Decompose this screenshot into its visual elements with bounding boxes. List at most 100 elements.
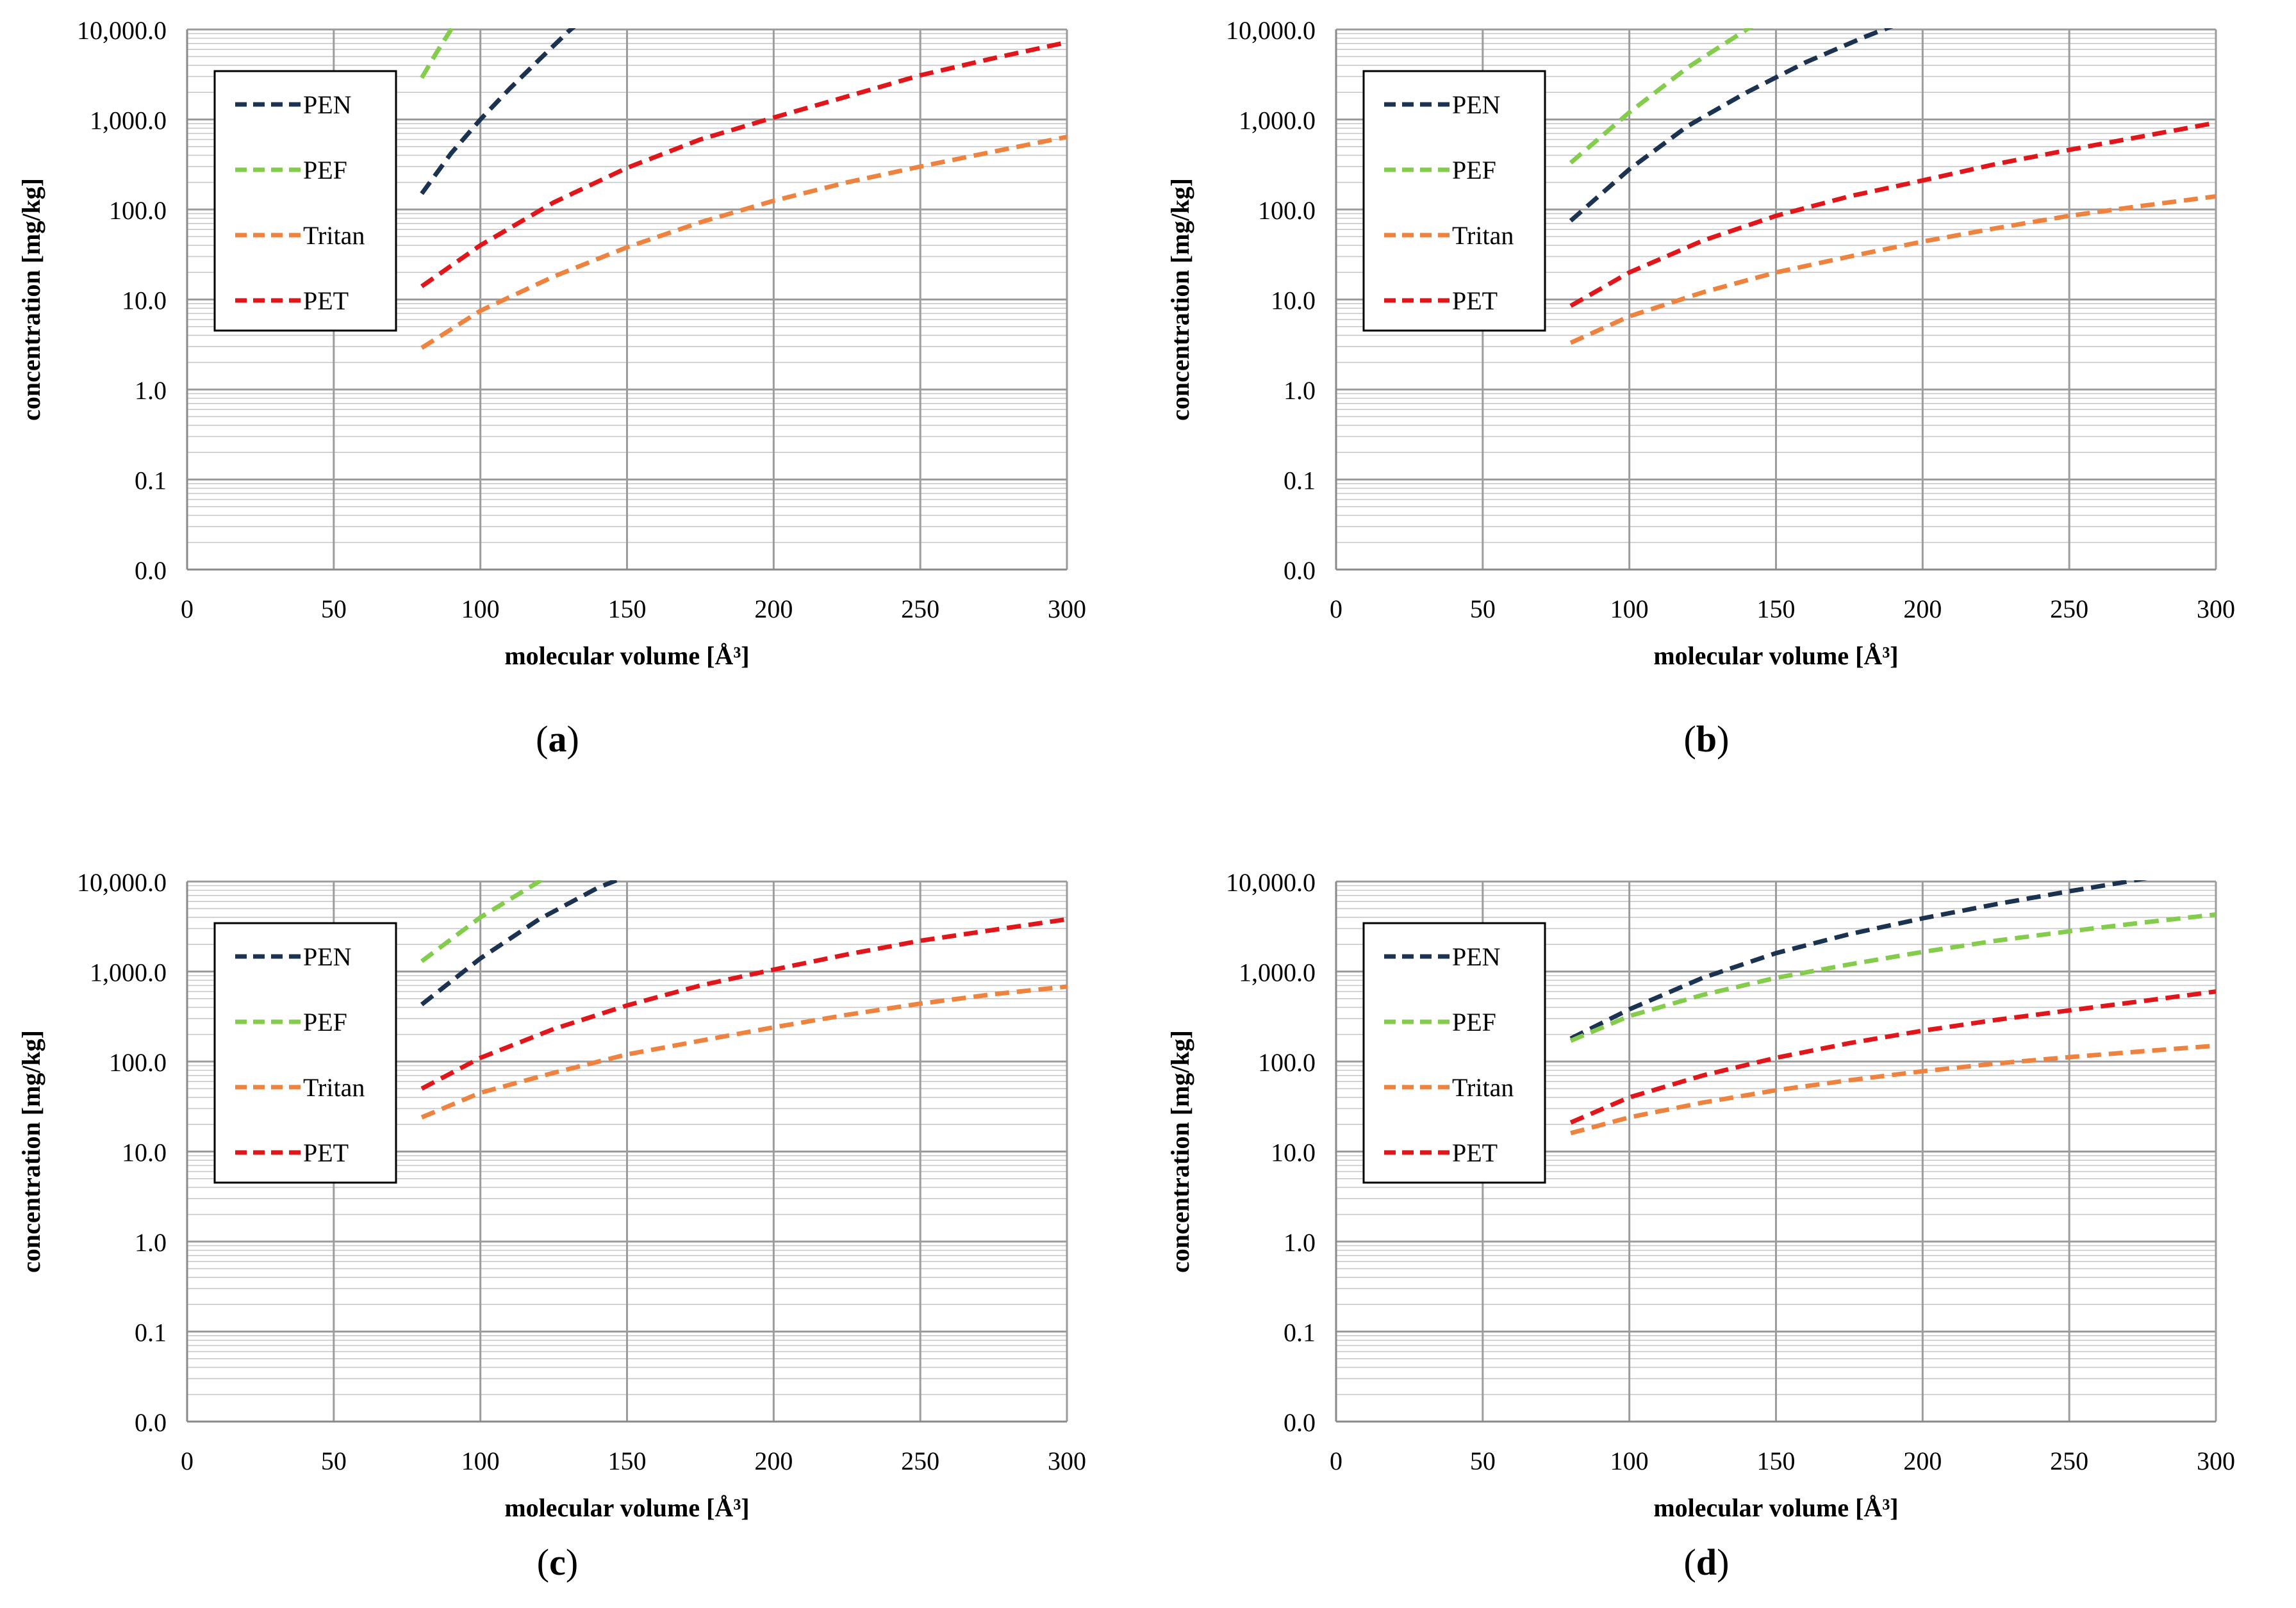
caption-d: (d) bbox=[1683, 1541, 1730, 1583]
legend-label-tritan: Tritan bbox=[1452, 221, 1514, 250]
y-tick-label: 1.0 bbox=[135, 376, 167, 405]
legend-label-pef: PEF bbox=[1452, 1008, 1496, 1037]
x-tick-label: 200 bbox=[754, 1447, 793, 1475]
y-axis-title: concentration [mg/kg] bbox=[1166, 178, 1194, 421]
legend-label-pet: PET bbox=[303, 286, 349, 315]
x-tick-label: 50 bbox=[1470, 595, 1496, 623]
legend-label-pen: PEN bbox=[1452, 942, 1501, 971]
series-line-tritan bbox=[420, 135, 1067, 350]
x-tick-label: 100 bbox=[461, 1447, 500, 1475]
series-line-pet bbox=[1569, 989, 2216, 1125]
x-tick-label: 300 bbox=[2197, 595, 2235, 623]
chart-panel-b: 0.0 0.1 1.0 10.0 100.0 1,000.0 10,000.0 0 50 100 1… bbox=[1149, 0, 2296, 804]
y-tick-label: 1,000.0 bbox=[1239, 958, 1316, 987]
chart-panel-a: 0.0 0.1 1.0 10.0 100.0 1,000.0 10,000.0 0 50 100 1… bbox=[0, 0, 1147, 804]
y-axis-title: concentration [mg/kg] bbox=[17, 1030, 45, 1273]
x-tick-label: 100 bbox=[1610, 595, 1649, 623]
x-tick-label: 300 bbox=[2197, 1447, 2235, 1475]
y-tick-label: 0.1 bbox=[1284, 466, 1316, 495]
x-tick-label: 250 bbox=[901, 1447, 939, 1475]
series-line-pet bbox=[420, 917, 1067, 1091]
y-tick-label: 0.0 bbox=[135, 1408, 167, 1437]
series-group-d bbox=[1569, 880, 2216, 1136]
series-group-a bbox=[420, 28, 1067, 350]
series-line-pen bbox=[1569, 880, 2147, 1041]
x-tick-label: 250 bbox=[2050, 595, 2088, 623]
y-tick-label: 10,000.0 bbox=[1226, 868, 1316, 897]
y-tick-label: 100.0 bbox=[109, 196, 167, 225]
legend-label-tritan: Tritan bbox=[1452, 1073, 1514, 1102]
legend-b: PEN PEF Tritan PET bbox=[1362, 70, 1546, 332]
x-tick-label: 150 bbox=[1757, 595, 1796, 623]
x-tick-label: 200 bbox=[754, 595, 793, 623]
series-line-pef bbox=[1569, 28, 1753, 165]
legend-label-tritan: Tritan bbox=[303, 1073, 365, 1102]
series-line-tritan bbox=[1570, 1043, 2216, 1136]
y-tick-label: 10.0 bbox=[122, 286, 167, 315]
legend-box bbox=[213, 922, 397, 1184]
chart-a-svg: 0.0 0.1 1.0 10.0 100.0 1,000.0 10,000.0 0 50 100 1… bbox=[17, 16, 1086, 670]
x-axis-title: molecular volume [Å³] bbox=[1653, 1493, 1898, 1522]
y-tick-label: 1.0 bbox=[1284, 1228, 1316, 1257]
chart-panel-c: 0.0 0.1 1.0 10.0 100.0 1,000.0 10,000.0 0 50 100 1… bbox=[0, 804, 1147, 1608]
y-tick-label: 0.0 bbox=[1284, 1408, 1316, 1437]
x-axis-title: molecular volume [Å³] bbox=[504, 641, 749, 670]
chart-c-svg: 0.0 0.1 1.0 10.0 100.0 1,000.0 10,000.0 0 50 100 1… bbox=[17, 868, 1086, 1522]
x-tick-label: 100 bbox=[1610, 1447, 1649, 1475]
x-tick-label: 200 bbox=[1903, 1447, 1942, 1475]
legend-label-pen: PEN bbox=[1452, 90, 1501, 119]
legend-label-pet: PET bbox=[1452, 286, 1498, 315]
y-tick-label: 1.0 bbox=[135, 1228, 167, 1257]
y-tick-label: 100.0 bbox=[1258, 196, 1316, 225]
series-line-pen bbox=[420, 880, 623, 1006]
x-tick-label: 300 bbox=[1048, 1447, 1086, 1475]
y-tick-label: 1,000.0 bbox=[1239, 106, 1316, 135]
y-tick-label: 1.0 bbox=[1284, 376, 1316, 405]
legend-box bbox=[1362, 70, 1546, 332]
y-tick-label: 0.1 bbox=[135, 1318, 167, 1347]
x-tick-label: 0 bbox=[181, 595, 194, 623]
y-tick-label: 100.0 bbox=[109, 1048, 167, 1077]
x-tick-label: 50 bbox=[321, 1447, 347, 1475]
series-line-pen bbox=[420, 28, 576, 195]
y-tick-label: 0.0 bbox=[135, 556, 167, 585]
y-tick-label: 10.0 bbox=[1271, 286, 1316, 315]
legend-label-pen: PEN bbox=[303, 90, 352, 119]
series-line-pen bbox=[1569, 28, 1894, 223]
legend-label-pet: PET bbox=[1452, 1138, 1498, 1167]
series-group-c bbox=[420, 880, 1067, 1120]
x-tick-label: 200 bbox=[1903, 595, 1942, 623]
x-tick-label: 250 bbox=[2050, 1447, 2088, 1475]
y-axis-title: concentration [mg/kg] bbox=[17, 178, 45, 421]
series-line-tritan bbox=[420, 984, 1067, 1120]
series-line-pet bbox=[420, 40, 1067, 288]
y-tick-label: 100.0 bbox=[1258, 1048, 1316, 1077]
x-tick-label: 150 bbox=[608, 1447, 647, 1475]
series-group-b bbox=[1569, 28, 2216, 345]
y-tick-label: 1,000.0 bbox=[90, 958, 167, 987]
legend-label-pef: PEF bbox=[303, 156, 347, 185]
chart-b-svg: 0.0 0.1 1.0 10.0 100.0 1,000.0 10,000.0 0 50 100 1… bbox=[1166, 16, 2235, 670]
y-tick-label: 10.0 bbox=[122, 1138, 167, 1167]
legend-a: PEN PEF Tritan PET bbox=[213, 70, 397, 332]
y-tick-label: 1,000.0 bbox=[90, 106, 167, 135]
series-line-pet bbox=[1569, 120, 2216, 308]
caption-b: (b) bbox=[1683, 718, 1730, 760]
caption-c: (c) bbox=[536, 1541, 579, 1583]
x-tick-label: 150 bbox=[608, 595, 647, 623]
legend-c: PEN PEF Tritan PET bbox=[213, 922, 397, 1184]
x-tick-label: 0 bbox=[1330, 595, 1342, 623]
x-tick-label: 50 bbox=[321, 595, 347, 623]
legend-label-pet: PET bbox=[303, 1138, 349, 1167]
x-axis-title: molecular volume [Å³] bbox=[504, 1493, 749, 1522]
x-tick-label: 50 bbox=[1470, 1447, 1496, 1475]
x-axis-title: molecular volume [Å³] bbox=[1653, 641, 1898, 670]
legend-label-tritan: Tritan bbox=[303, 221, 365, 250]
x-tick-label: 300 bbox=[1048, 595, 1086, 623]
y-tick-label: 0.1 bbox=[135, 466, 167, 495]
y-tick-label: 0.0 bbox=[1284, 556, 1316, 585]
caption-a: (a) bbox=[536, 718, 579, 760]
y-tick-label: 10,000.0 bbox=[77, 868, 167, 897]
x-tick-label: 0 bbox=[181, 1447, 194, 1475]
y-tick-label: 10,000.0 bbox=[77, 16, 167, 45]
